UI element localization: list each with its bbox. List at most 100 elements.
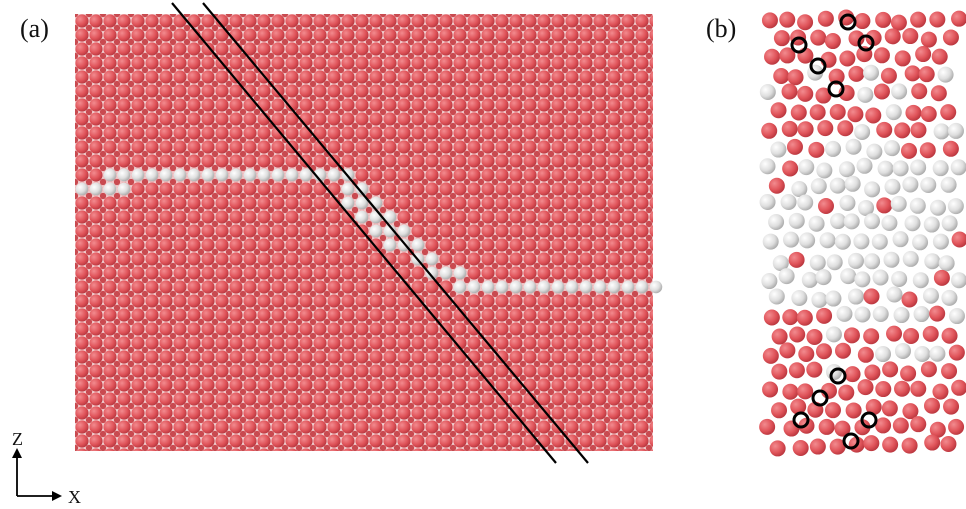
matrix-atom	[781, 120, 798, 137]
interface-atom	[579, 280, 593, 294]
interface-atom	[799, 232, 816, 249]
matrix-atom	[769, 440, 786, 457]
matrix-atom	[796, 309, 813, 326]
matrix-atom	[863, 328, 880, 345]
interface-atom	[941, 215, 958, 232]
matrix-atom	[788, 251, 805, 268]
interface-atom	[383, 210, 397, 224]
matrix-atom	[894, 50, 911, 67]
interface-atom	[912, 272, 929, 289]
matrix-atom	[761, 12, 778, 29]
interface-atom	[215, 168, 229, 182]
matrix-atom	[951, 379, 966, 396]
matrix-atom	[790, 398, 807, 415]
interface-atom	[904, 215, 921, 232]
matrix-atom	[857, 379, 874, 396]
crack-line-left	[171, 2, 557, 464]
matrix-atom	[920, 31, 937, 48]
interface-atom	[355, 196, 369, 210]
matrix-atom	[792, 439, 809, 456]
marker-ring-icon	[839, 13, 857, 31]
interface-atom	[243, 168, 257, 182]
interface-atom	[811, 291, 828, 308]
matrix-atom	[943, 398, 960, 415]
interface-atom	[816, 162, 833, 179]
axis-x-label: X	[68, 487, 81, 507]
marker-ring-icon	[857, 34, 875, 52]
interface-atom	[920, 176, 937, 193]
matrix-atom	[762, 381, 779, 398]
interface-atom	[890, 195, 907, 212]
interface-atom	[825, 140, 842, 157]
interface-atom	[75, 182, 89, 196]
interface-atom	[894, 342, 911, 359]
matrix-atom	[806, 328, 823, 345]
matrix-atom	[900, 365, 917, 382]
interface-atom	[285, 168, 299, 182]
matrix-atom	[829, 438, 846, 455]
interface-atom	[788, 212, 805, 229]
interface-atom	[838, 161, 855, 178]
interface-atom	[836, 305, 853, 322]
matrix-atom	[810, 29, 827, 46]
interface-atom	[950, 159, 966, 176]
interface-atom	[892, 231, 909, 248]
interface-atom	[551, 280, 565, 294]
axis-z-label: Z	[12, 429, 23, 449]
matrix-atom	[892, 417, 909, 434]
interface-atom	[924, 253, 941, 270]
interface-atom	[782, 231, 799, 248]
interface-atom	[847, 288, 864, 305]
interface-atom	[840, 268, 857, 285]
matrix-atom	[797, 85, 814, 102]
matrix-atom	[894, 380, 911, 397]
interface-atom	[825, 326, 842, 343]
interface-atom	[770, 141, 787, 158]
matrix-atom	[863, 288, 880, 305]
matrix-atom	[875, 11, 892, 28]
panel-a-lattice	[75, 2, 663, 464]
panel-a-label: (a)	[20, 14, 49, 43]
interface-atom	[759, 158, 776, 175]
interface-atom	[229, 168, 243, 182]
matrix-atom	[942, 140, 959, 157]
interface-atom	[902, 250, 919, 267]
matrix-atom	[873, 83, 890, 100]
matrix-atom	[854, 419, 871, 436]
matrix-atom	[818, 418, 835, 435]
interface-atom	[810, 178, 827, 195]
matrix-atom	[948, 344, 965, 361]
marker-ring-icon	[829, 367, 847, 385]
marker-ring-icon	[790, 36, 808, 54]
matrix-atom	[817, 198, 834, 215]
matrix-atom	[782, 383, 799, 400]
matrix-atom	[824, 402, 841, 419]
matrix-atom	[771, 363, 788, 380]
matrix-atom	[797, 121, 814, 138]
interface-atom	[425, 252, 439, 266]
interface-atom	[509, 280, 523, 294]
interface-atom	[830, 213, 847, 230]
matrix-atom	[787, 69, 804, 86]
interface-atom	[117, 182, 131, 196]
interface-atom	[299, 168, 313, 182]
interface-atom	[809, 254, 826, 271]
matrix-atom	[779, 47, 796, 64]
matrix-atom	[920, 361, 937, 378]
panel-b-atoms	[759, 9, 966, 457]
interface-atom	[910, 159, 927, 176]
matrix-atom	[779, 11, 796, 28]
interface-atom	[481, 280, 495, 294]
matrix-atom	[905, 104, 922, 121]
matrix-atom	[903, 328, 920, 345]
interface-atom	[825, 290, 842, 307]
interface-atom	[845, 138, 862, 155]
interface-atom	[791, 289, 808, 306]
interface-atom	[467, 280, 481, 294]
matrix-atom	[940, 435, 957, 452]
interface-atom	[621, 280, 635, 294]
interface-atom	[453, 280, 467, 294]
interface-atom	[762, 233, 779, 250]
matrix-atom	[911, 83, 928, 100]
interface-atom	[909, 197, 926, 214]
